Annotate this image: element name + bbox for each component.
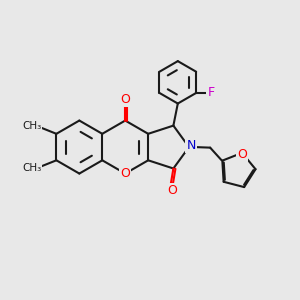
- Text: CH₃: CH₃: [22, 163, 42, 173]
- Text: CH₃: CH₃: [22, 121, 42, 131]
- Text: N: N: [186, 139, 196, 152]
- Text: F: F: [207, 86, 214, 99]
- Text: O: O: [120, 93, 130, 106]
- Text: O: O: [120, 167, 130, 180]
- Text: O: O: [167, 184, 177, 197]
- Text: O: O: [237, 148, 247, 161]
